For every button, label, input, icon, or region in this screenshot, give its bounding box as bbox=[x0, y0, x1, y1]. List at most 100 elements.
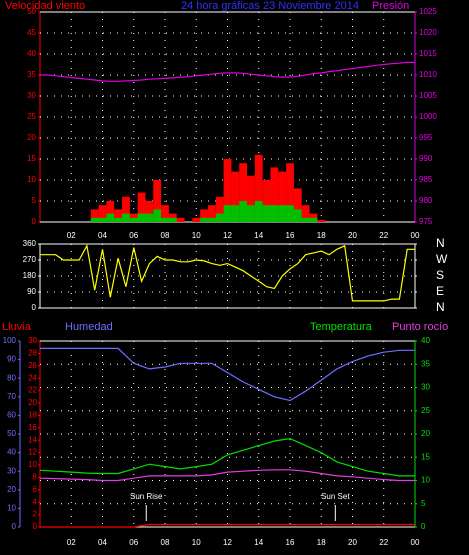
wind-bar bbox=[239, 201, 248, 222]
wind-bar bbox=[161, 205, 169, 222]
y-tick-label: E bbox=[436, 284, 444, 298]
x-tick-label: 18 bbox=[317, 538, 326, 547]
wind-bar bbox=[207, 217, 216, 222]
wind-bar bbox=[153, 209, 162, 222]
x-tick-label: 16 bbox=[286, 231, 295, 240]
y-tick-label: 30 bbox=[27, 91, 36, 100]
y-tick-label: 10 bbox=[27, 175, 36, 184]
y-tick-label: 20 bbox=[421, 429, 430, 438]
wind-bar bbox=[286, 163, 294, 222]
y-tick-label: 16 bbox=[28, 423, 37, 432]
wind-bar bbox=[215, 213, 224, 222]
y-tick-label: 10 bbox=[7, 504, 16, 513]
wind-bar bbox=[262, 205, 271, 222]
wind-bar bbox=[176, 217, 185, 222]
x-tick-label: 04 bbox=[98, 538, 107, 547]
y-tick-label: N bbox=[436, 236, 445, 250]
y-tick-label: 1020 bbox=[419, 28, 437, 37]
y-tick-label: 0 bbox=[33, 522, 38, 531]
y-tick-label: 18 bbox=[28, 411, 37, 420]
x-tick-label: 12 bbox=[223, 231, 232, 240]
wind-bar bbox=[254, 154, 263, 222]
y-tick-label: 15 bbox=[421, 452, 430, 461]
x-tick-label: 08 bbox=[161, 231, 170, 240]
x-tick-label: 10 bbox=[192, 231, 201, 240]
wind-bar bbox=[293, 188, 302, 222]
y-tick-label: 0 bbox=[421, 522, 426, 531]
y-tick-label: 22 bbox=[28, 386, 37, 395]
y-tick-label: 30 bbox=[421, 383, 430, 392]
wind-bar bbox=[200, 217, 208, 222]
wind-bar bbox=[145, 201, 154, 222]
series-name: Presión bbox=[372, 0, 409, 12]
wind-bar bbox=[286, 205, 294, 222]
wind-bar bbox=[301, 205, 310, 222]
wind-bar bbox=[192, 217, 201, 222]
annotation: Sun Set bbox=[321, 492, 350, 501]
y-tick-label: 4 bbox=[33, 497, 38, 506]
y-tick-label: 1005 bbox=[419, 91, 437, 100]
x-tick-label: 00 bbox=[411, 231, 420, 240]
wind-bar bbox=[168, 217, 177, 222]
series-name: Humedad bbox=[65, 321, 113, 333]
y-tick-label: 35 bbox=[421, 359, 430, 368]
x-tick-label: 08 bbox=[161, 538, 170, 547]
y-tick-label: 80 bbox=[7, 373, 16, 382]
y-tick-label: 30 bbox=[7, 466, 16, 475]
y-tick-label: 15 bbox=[27, 154, 36, 163]
y-tick-label: 100 bbox=[3, 336, 17, 345]
wind-bar bbox=[161, 217, 169, 222]
wind-bar bbox=[122, 196, 130, 222]
y-tick-label: 10 bbox=[421, 476, 430, 485]
y-tick-label: 30 bbox=[28, 336, 37, 345]
y-tick-label: 10 bbox=[28, 460, 37, 469]
y-tick-label: 90 bbox=[7, 355, 16, 364]
series-name: Velocidad viento bbox=[5, 0, 85, 12]
y-tick-label: 0 bbox=[32, 303, 37, 312]
wind-bar bbox=[129, 217, 138, 222]
y-tick-label: 25 bbox=[421, 406, 430, 415]
x-tick-label: 14 bbox=[254, 538, 263, 547]
wind-bar bbox=[137, 192, 146, 222]
wind-bar bbox=[278, 171, 287, 222]
x-tick-label: 04 bbox=[98, 231, 107, 240]
y-tick-label: 50 bbox=[27, 7, 36, 16]
x-tick-label: 20 bbox=[348, 231, 357, 240]
x-tick-label: 14 bbox=[254, 231, 263, 240]
x-tick-label: 22 bbox=[379, 231, 388, 240]
y-tick-label: 40 bbox=[27, 49, 36, 58]
y-tick-label: 990 bbox=[419, 154, 433, 163]
y-tick-label: 2 bbox=[33, 510, 38, 519]
wind-bar bbox=[98, 217, 107, 222]
y-tick-label: 60 bbox=[7, 411, 16, 420]
wind-bar bbox=[293, 209, 302, 222]
wind-bar bbox=[317, 219, 326, 222]
y-tick-label: W bbox=[436, 252, 448, 266]
y-tick-label: 20 bbox=[7, 485, 16, 494]
x-tick-label: 02 bbox=[67, 538, 76, 547]
x-tick-label: 10 bbox=[192, 538, 201, 547]
wind-bar bbox=[153, 180, 162, 222]
wind-bar bbox=[223, 159, 232, 222]
wind-bar bbox=[270, 205, 279, 222]
chart-title: 24 hora gráficas 23 Noviembre 2014 bbox=[181, 0, 359, 12]
x-tick-label: 06 bbox=[129, 538, 138, 547]
wind-bar bbox=[98, 205, 107, 222]
annotation: Sun Rise bbox=[130, 492, 163, 501]
y-tick-label: 25 bbox=[27, 112, 36, 121]
wind-bar bbox=[215, 196, 224, 222]
x-tick-label: 20 bbox=[348, 538, 357, 547]
wind-bar bbox=[106, 213, 115, 222]
y-tick-label: 985 bbox=[419, 175, 433, 184]
wind-bar bbox=[200, 209, 208, 222]
series-name: Lluvia bbox=[2, 321, 32, 333]
y-tick-label: 5 bbox=[32, 196, 37, 205]
wind-bar bbox=[231, 205, 240, 222]
series-line bbox=[40, 61, 415, 82]
y-tick-label: 8 bbox=[33, 473, 38, 482]
y-tick-label: 180 bbox=[23, 271, 37, 280]
wind-bar bbox=[254, 201, 263, 222]
y-tick-label: 50 bbox=[7, 429, 16, 438]
wind-bar bbox=[106, 201, 115, 222]
